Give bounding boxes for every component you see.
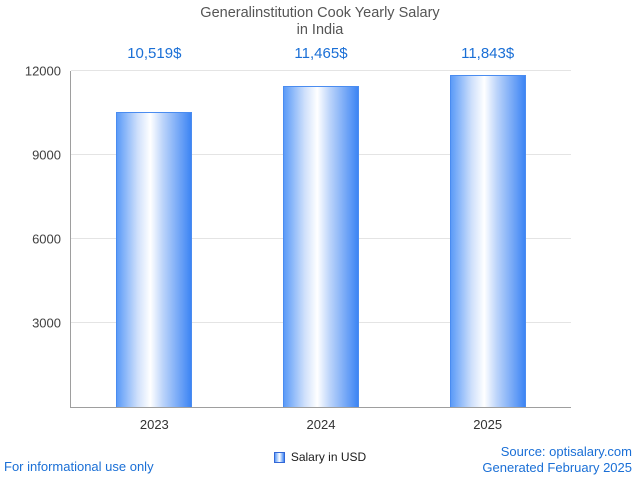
legend-swatch-icon <box>273 451 285 463</box>
source-link[interactable]: Source: optisalary.com <box>500 444 632 459</box>
bar-value-label: 11,465$ <box>294 45 348 62</box>
gridline <box>71 70 571 71</box>
bar-slot-2025: 11,843$ 2025 <box>404 45 571 432</box>
legend-label: Salary in USD <box>290 450 367 464</box>
x-axis-category-label: 2024 <box>306 417 336 432</box>
bar-slot-2024: 11,465$ 2024 <box>238 45 405 432</box>
generated-date: Generated February 2025 <box>482 460 632 475</box>
bar-2025[interactable] <box>449 75 526 407</box>
chart-title-line2: in India <box>296 22 344 38</box>
legend: Salary in USD <box>0 450 640 464</box>
x-axis-category-label: 2023 <box>139 417 169 432</box>
bar-2023[interactable] <box>116 112 193 407</box>
chart-title: Generalinstitution Cook Yearly Salary in… <box>0 5 640 39</box>
bar-value-label: 10,519$ <box>127 45 182 62</box>
plot-area: 3000 6000 9000 12000 10,519$ 2023 11,465$ 2024 1… <box>25 45 571 432</box>
bar-value-label: 11,843$ <box>461 45 515 62</box>
y-axis-tick-label: 6000 <box>32 231 61 247</box>
x-axis-category-label: 2025 <box>473 417 503 432</box>
y-axis-tick-label: 12000 <box>24 63 61 79</box>
y-axis-tick-label: 9000 <box>32 147 61 163</box>
disclaimer-text: For informational use only <box>4 459 154 474</box>
y-axis-tick-label: 3000 <box>32 315 61 331</box>
bar-slot-2023: 10,519$ 2023 <box>71 45 238 432</box>
source-block: Source: optisalary.com Generated Februar… <box>482 444 632 476</box>
bar-2024[interactable] <box>282 85 359 407</box>
chart-title-line1: Generalinstitution Cook Yearly Salary <box>200 5 440 21</box>
